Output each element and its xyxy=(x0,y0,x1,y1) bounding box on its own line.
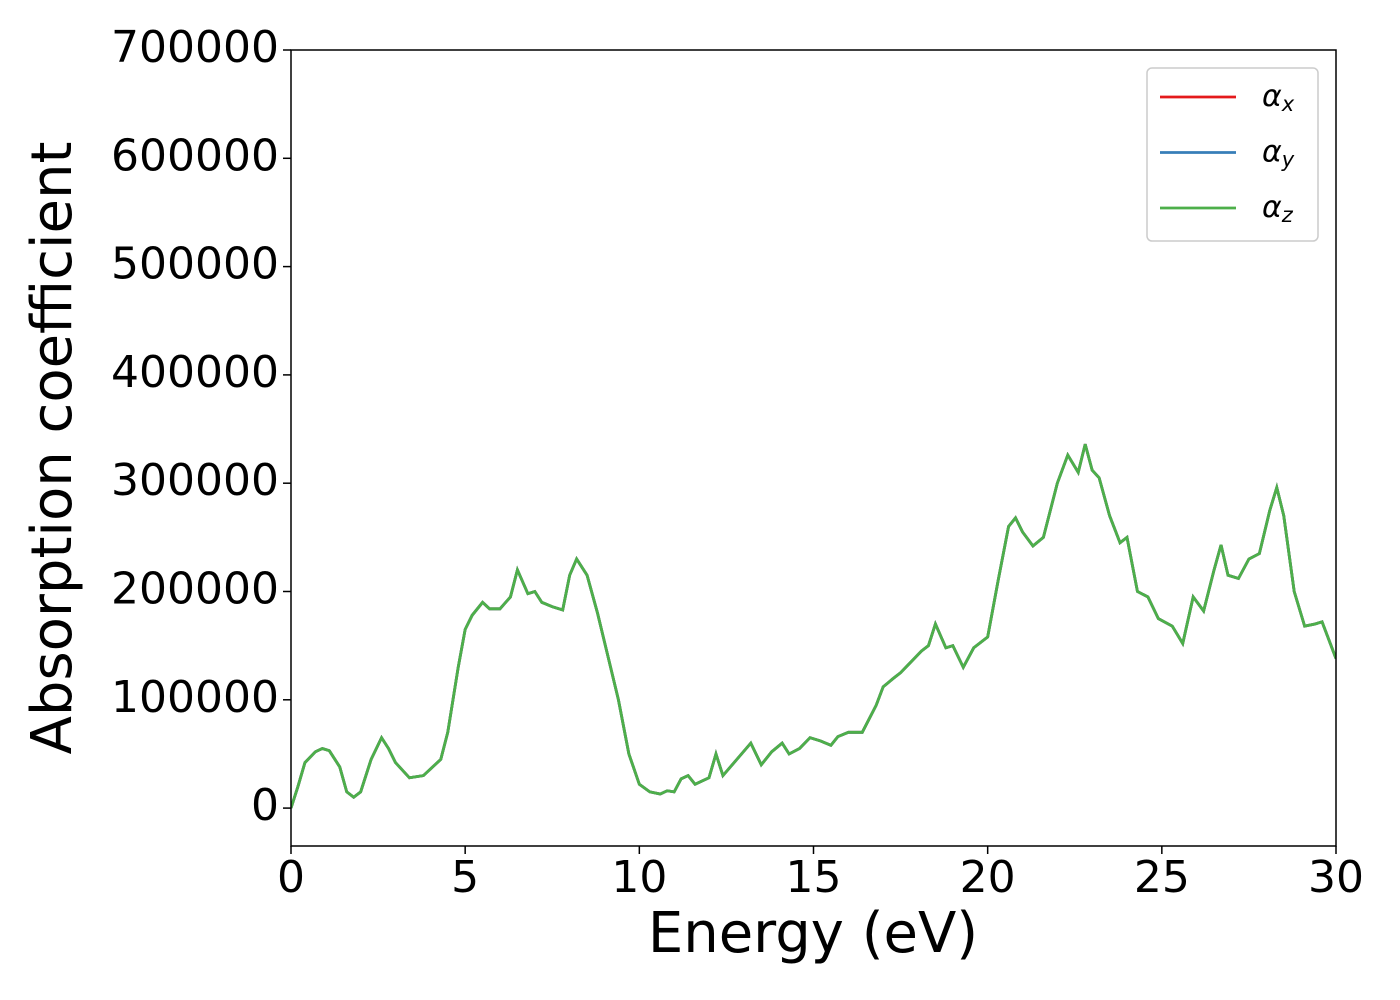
x-axis-label: Energy (eV) xyxy=(648,901,978,966)
legend-label: αz xyxy=(1262,190,1294,228)
x-tick-label: 10 xyxy=(611,852,667,903)
x-tick-label: 0 xyxy=(277,852,305,903)
x-tick-label: 30 xyxy=(1308,852,1364,903)
y-tick-label: 600000 xyxy=(111,130,279,181)
y-tick-label: 400000 xyxy=(111,347,279,398)
y-tick-label: 100000 xyxy=(111,672,279,723)
x-tick-label: 20 xyxy=(960,852,1016,903)
data-line xyxy=(291,443,1336,809)
y-tick-label: 700000 xyxy=(111,22,279,73)
x-tick-label: 15 xyxy=(786,852,842,903)
y-tick-label: 200000 xyxy=(111,563,279,614)
legend-box xyxy=(1146,67,1319,242)
legend: αx αy αz xyxy=(1146,67,1319,242)
y-axis-label: Absorption coefficient xyxy=(20,142,85,755)
y-tick-label: 0 xyxy=(251,780,279,831)
legend-label: αy xyxy=(1262,134,1295,172)
x-tick-label: 25 xyxy=(1134,852,1190,903)
data-line xyxy=(291,443,1336,809)
y-tick-label: 300000 xyxy=(111,455,279,506)
plot-frame xyxy=(290,49,1337,847)
legend-label: αx xyxy=(1262,79,1295,117)
x-tick-label: 5 xyxy=(451,852,479,903)
data-line xyxy=(291,443,1336,809)
y-tick-label: 500000 xyxy=(111,239,279,290)
